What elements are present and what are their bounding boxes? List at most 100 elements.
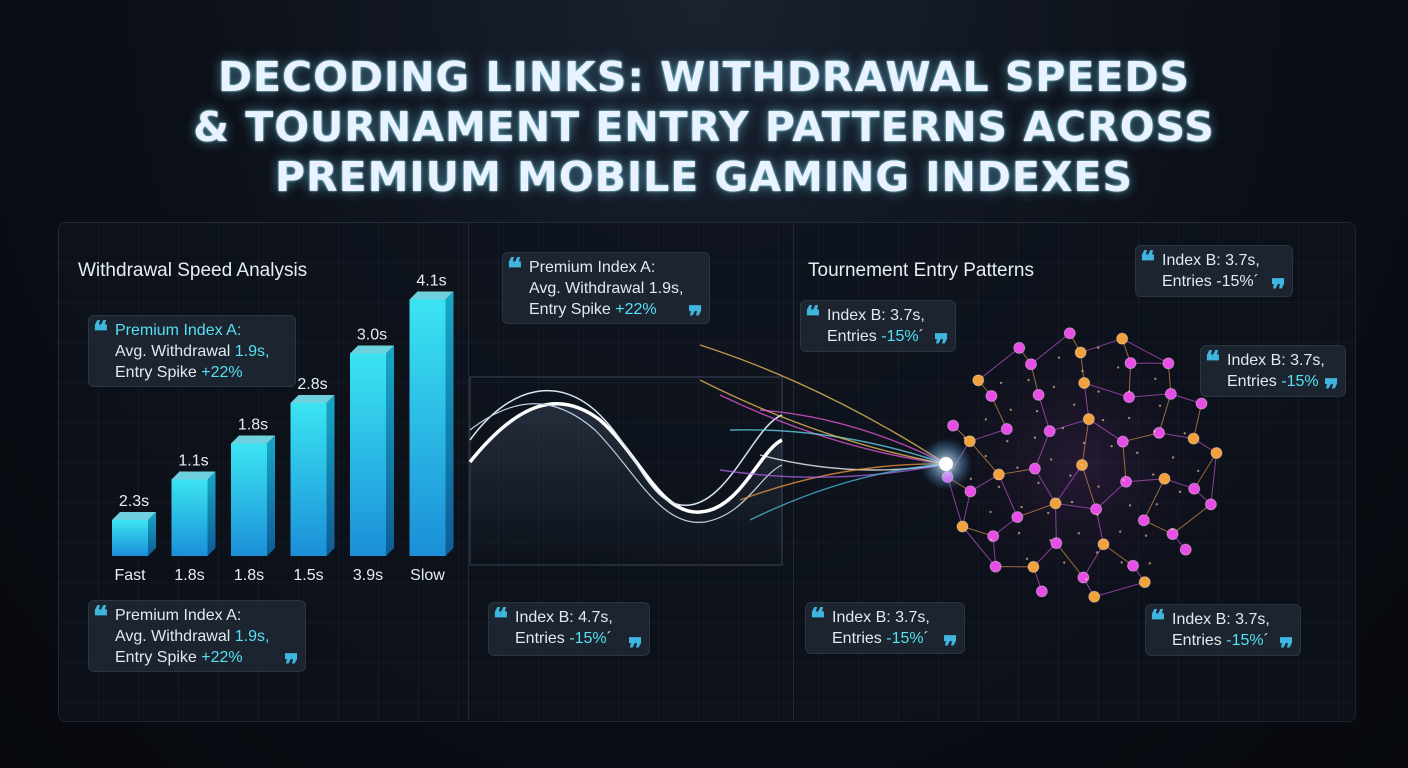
bar-2: 1.1s 1.8s (171, 453, 216, 584)
bar-category-label: Fast (114, 567, 146, 584)
sphere-edge (1055, 503, 1057, 544)
card-line: Entries (832, 630, 887, 647)
bar-3: 1.8s 1.8s (231, 417, 275, 584)
particle (1049, 538, 1052, 542)
card-line: Entries (515, 630, 570, 647)
sphere-edge (1083, 382, 1090, 420)
sphere-edge (1143, 478, 1165, 521)
particle (1097, 485, 1100, 488)
particle (997, 485, 1001, 489)
sphere-edge (998, 468, 1035, 476)
sphere-edge (969, 428, 1007, 442)
bar-4: 2.8s 1.5s (290, 376, 335, 584)
card-value: +22% (615, 301, 657, 318)
card-value: -15% (881, 328, 919, 345)
quote-close-icon: ❞ (933, 328, 949, 361)
quote-open-icon: ❝ (507, 252, 523, 285)
sphere-edge (1055, 542, 1084, 578)
card-line: Index B: 3.7s, (827, 307, 925, 324)
quote-close-icon: ❞ (687, 300, 703, 333)
network-node (1210, 447, 1223, 460)
sphere-edge (969, 440, 1000, 475)
particle (1027, 378, 1030, 382)
particle (1183, 432, 1186, 435)
particle (1061, 426, 1065, 430)
bar-top (112, 512, 156, 520)
bar-value-label: 4.1s (416, 273, 446, 290)
particle (990, 538, 993, 541)
particle (1025, 557, 1029, 560)
particle (1006, 439, 1009, 443)
network-node (956, 520, 969, 533)
card-middle-top: ❝ Premium Index A: Avg. Withdrawal 1.9s,… (502, 252, 710, 331)
card-value: -15% (569, 630, 607, 647)
bar-front (350, 353, 386, 556)
network-node (1077, 571, 1090, 584)
sphere-edge (1055, 502, 1097, 510)
particle (1120, 561, 1123, 564)
sphere-edge (1081, 419, 1090, 466)
page-title: DECODING LINKS: WITHDRAWAL SPEEDS & TOUR… (0, 52, 1408, 202)
particle-dust (963, 346, 1200, 581)
card-line: Premium Index A: (115, 607, 242, 624)
particle (1097, 346, 1100, 349)
network-node (1158, 472, 1171, 485)
particle (1049, 458, 1053, 461)
network-node (1137, 514, 1150, 527)
particle (1052, 385, 1056, 389)
network-node (987, 530, 1000, 543)
sphere-edge (1017, 502, 1056, 518)
quote-open-icon: ❝ (1140, 245, 1156, 278)
particle (1155, 503, 1158, 506)
data-stream (719, 463, 947, 478)
card-value: -15% (886, 630, 924, 647)
quote-open-icon: ❝ (810, 602, 826, 635)
network-node (1050, 537, 1063, 550)
particle (1196, 469, 1200, 473)
network-node (989, 560, 1002, 573)
card-line: ´ (1263, 632, 1269, 649)
particle (1095, 551, 1099, 554)
sphere-edge (1081, 464, 1097, 510)
sphere-edge (1122, 432, 1160, 443)
network-node (1120, 475, 1133, 488)
network-node (1024, 358, 1037, 371)
bar-1: 2.3s Fast (112, 493, 156, 584)
particle (1063, 561, 1066, 564)
particle (999, 381, 1003, 385)
wave-area (470, 403, 782, 565)
network-node (1162, 357, 1175, 370)
quote-open-icon: ❝ (1205, 345, 1221, 378)
wave-secondary (469, 389, 783, 506)
bar-front (171, 479, 208, 556)
sphere-edge (1033, 542, 1057, 568)
card-value: +22% (201, 364, 243, 381)
bar-value-label: 3.0s (357, 327, 387, 344)
network-node (1049, 497, 1062, 510)
network-node (1204, 498, 1217, 511)
divider-left (468, 222, 469, 720)
bar-top (290, 395, 335, 403)
card-left-bottom: ❝ Premium Index A: Avg. Withdrawal 1.9s,… (88, 600, 306, 679)
bar-category-label: 1.8s (174, 567, 204, 584)
network-node (1028, 462, 1041, 475)
sphere-edge (1103, 543, 1134, 567)
card-line: Index B: 3.7s, (832, 609, 930, 626)
particle (1136, 451, 1139, 455)
bar-6: 4.1s Slow (409, 273, 454, 584)
particle (1119, 530, 1122, 533)
title-line-1: DECODING LINKS: WITHDRAWAL SPEEDS (217, 53, 1191, 101)
quote-close-icon: ❞ (283, 648, 299, 681)
network-node (1032, 388, 1045, 401)
sphere-edge (1084, 382, 1130, 398)
particle (1152, 473, 1155, 476)
particle (1171, 456, 1175, 459)
sphere-edge (1034, 468, 1056, 504)
card-value: 1.9s, (234, 343, 270, 360)
bar-front (231, 443, 267, 556)
bar-front (409, 299, 446, 556)
network-sphere (920, 310, 1237, 620)
card-line: ´ (1253, 273, 1259, 290)
network-node (1000, 422, 1013, 435)
card-line: Index B: 4.7s, (515, 609, 613, 626)
